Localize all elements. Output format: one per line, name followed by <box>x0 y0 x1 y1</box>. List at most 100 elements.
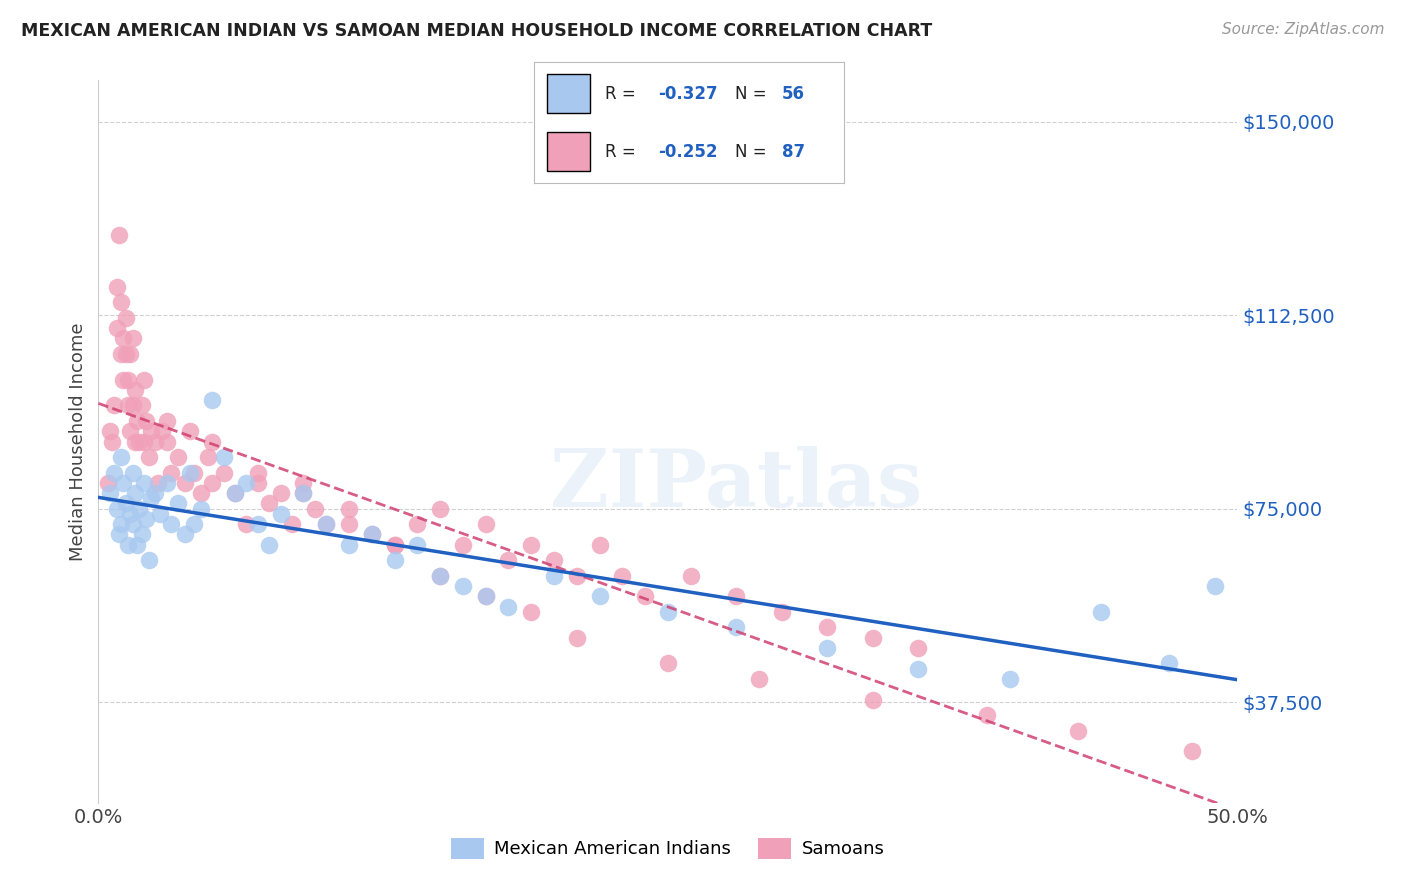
Text: ZIPatlas: ZIPatlas <box>550 446 922 524</box>
Point <box>360 527 382 541</box>
Point <box>270 507 292 521</box>
Point <box>588 590 610 604</box>
Y-axis label: Median Household Income: Median Household Income <box>69 322 87 561</box>
Point <box>120 424 142 438</box>
Point <box>976 708 998 723</box>
Point <box>246 466 269 480</box>
Point <box>145 434 167 449</box>
Point <box>384 538 406 552</box>
Point <box>259 496 281 510</box>
Point <box>235 517 257 532</box>
Point <box>139 491 162 506</box>
Point <box>474 590 496 604</box>
Point <box>907 640 929 655</box>
Point <box>1204 579 1226 593</box>
Point <box>103 398 125 412</box>
Text: R =: R = <box>606 85 641 103</box>
Point <box>183 466 205 480</box>
Point <box>725 620 748 634</box>
Point <box>246 517 269 532</box>
Point <box>124 383 146 397</box>
Point <box>498 599 520 614</box>
Point <box>815 640 838 655</box>
Point <box>120 507 142 521</box>
Point <box>634 590 657 604</box>
Point <box>862 631 884 645</box>
Point <box>131 527 153 541</box>
Point <box>360 527 382 541</box>
Point <box>725 590 748 604</box>
Point <box>520 605 543 619</box>
Point <box>174 475 197 490</box>
Point <box>156 434 179 449</box>
Point <box>337 501 360 516</box>
Point <box>105 501 128 516</box>
Point <box>292 475 315 490</box>
Point <box>384 538 406 552</box>
Point <box>406 538 429 552</box>
Point <box>657 605 679 619</box>
Point <box>451 538 474 552</box>
Point <box>315 517 337 532</box>
Point <box>132 434 155 449</box>
Point <box>114 310 136 325</box>
Point <box>179 424 201 438</box>
Point <box>112 373 135 387</box>
Point <box>98 424 121 438</box>
Point <box>815 620 838 634</box>
Point <box>108 527 131 541</box>
Point <box>135 414 157 428</box>
Point <box>120 347 142 361</box>
Text: -0.327: -0.327 <box>658 85 717 103</box>
Point <box>588 538 610 552</box>
Point <box>337 517 360 532</box>
Point <box>145 486 167 500</box>
Point <box>748 672 770 686</box>
Point <box>543 553 565 567</box>
Point <box>114 496 136 510</box>
Point <box>160 517 183 532</box>
Point <box>190 486 212 500</box>
Point <box>103 466 125 480</box>
Text: MEXICAN AMERICAN INDIAN VS SAMOAN MEDIAN HOUSEHOLD INCOME CORRELATION CHART: MEXICAN AMERICAN INDIAN VS SAMOAN MEDIAN… <box>21 22 932 40</box>
FancyBboxPatch shape <box>547 132 591 171</box>
Point <box>337 538 360 552</box>
Point <box>121 466 143 480</box>
Point <box>96 475 118 490</box>
Point <box>520 538 543 552</box>
Point <box>117 373 139 387</box>
Point <box>135 512 157 526</box>
Point <box>110 295 132 310</box>
Point <box>212 466 235 480</box>
Point <box>451 579 474 593</box>
Text: 87: 87 <box>782 143 804 161</box>
Point <box>132 373 155 387</box>
Point <box>474 517 496 532</box>
Point <box>246 475 269 490</box>
Point <box>128 501 150 516</box>
Text: -0.252: -0.252 <box>658 143 717 161</box>
Point <box>114 347 136 361</box>
Point <box>150 424 173 438</box>
Point <box>1181 744 1204 758</box>
Point <box>110 347 132 361</box>
Point <box>201 393 224 408</box>
Point <box>201 434 224 449</box>
Point <box>138 553 160 567</box>
Point <box>292 486 315 500</box>
Point <box>110 450 132 464</box>
Point <box>138 450 160 464</box>
Text: N =: N = <box>735 85 772 103</box>
Point <box>679 568 702 582</box>
Point <box>121 331 143 345</box>
Point <box>121 517 143 532</box>
Point <box>124 434 146 449</box>
Text: 56: 56 <box>782 85 804 103</box>
Point <box>124 486 146 500</box>
Point <box>224 486 246 500</box>
Point <box>612 568 634 582</box>
Point <box>98 486 121 500</box>
Point <box>907 662 929 676</box>
Point <box>281 517 304 532</box>
Point <box>139 424 162 438</box>
